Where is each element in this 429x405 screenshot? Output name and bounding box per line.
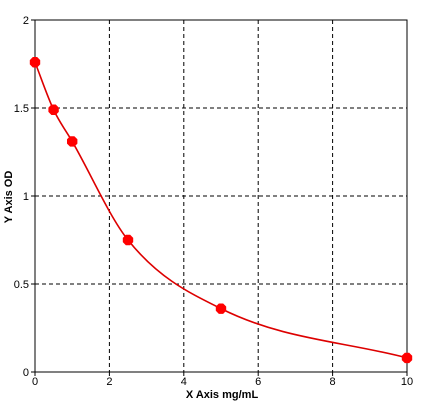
x-tick-label: 10 <box>401 376 413 388</box>
x-axis-title: X Axis mg/mL <box>186 389 259 401</box>
y-axis-title: Y Axis OD <box>3 171 15 224</box>
y-tick-label: 0 <box>23 367 29 379</box>
data-point <box>67 136 78 147</box>
x-tick-label: 4 <box>181 376 187 388</box>
data-point <box>401 352 413 364</box>
x-tick-label: 0 <box>32 376 38 388</box>
y-tick-label: 1.5 <box>14 103 29 115</box>
x-axis-ticks: 0 2 4 6 8 10 <box>32 372 413 388</box>
data-point <box>122 234 134 246</box>
data-points <box>29 57 413 364</box>
y-tick-label: 0.5 <box>14 279 29 291</box>
y-tick-label: 2 <box>23 15 29 27</box>
y-tick-label: 1 <box>23 191 29 203</box>
grid-lines <box>35 20 407 372</box>
data-point <box>215 303 227 314</box>
x-tick-label: 2 <box>106 376 112 388</box>
data-point <box>48 104 59 115</box>
data-point <box>29 57 41 68</box>
x-tick-label: 6 <box>255 376 261 388</box>
y-axis-ticks: 0 0.5 1 1.5 2 <box>14 15 35 379</box>
x-tick-label: 8 <box>330 376 336 388</box>
